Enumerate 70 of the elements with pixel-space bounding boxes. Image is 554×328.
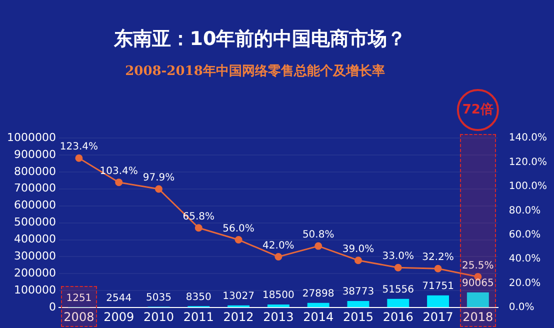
y-tick-label: 300000	[14, 250, 56, 263]
bar	[267, 304, 290, 308]
x-tick-label: 2018	[462, 310, 494, 324]
y2-tick-label: 20.0%	[508, 278, 541, 289]
x-tick-label: 2016	[382, 310, 414, 324]
point	[274, 252, 282, 260]
data-label: 25.5%	[462, 260, 494, 272]
bar	[347, 301, 370, 308]
data-label: 27898	[302, 288, 334, 300]
data-label: 71751	[422, 281, 454, 292]
y-tick-label: 0	[48, 300, 56, 314]
x-tick-label: 2008	[64, 310, 94, 324]
y-tick-label: 800000	[14, 164, 56, 178]
data-label: 50.8%	[302, 230, 334, 241]
y-tick-label: 1000000	[6, 130, 56, 144]
y2-tick-label: 0.0%	[508, 302, 534, 314]
bar	[387, 298, 410, 308]
data-label: 38773	[342, 286, 374, 298]
text: 72倍	[462, 101, 494, 118]
y-tick-label: 200000	[14, 266, 56, 280]
y2-tick-label: 140.0%	[508, 132, 548, 144]
data-label: 18500	[262, 290, 294, 302]
data-label: 39.0%	[342, 244, 374, 255]
point	[354, 256, 362, 264]
y-tick-label: 500000	[14, 216, 56, 229]
data-label: 5035	[146, 292, 172, 304]
point	[194, 224, 202, 232]
point	[314, 242, 322, 250]
data-label: 97.9%	[142, 172, 175, 184]
point	[154, 185, 162, 193]
x-tick-label: 2014	[303, 310, 334, 324]
data-label: 8350	[186, 292, 212, 303]
point	[434, 264, 442, 272]
x-tick-label: 2009	[104, 310, 134, 324]
y2-tick-label: 80.0%	[508, 205, 541, 216]
data-label: 123.4%	[60, 142, 98, 153]
x-tick-label: 2015	[342, 310, 374, 324]
point	[115, 178, 123, 186]
y-tick-label: 900000	[14, 148, 56, 161]
data-label: 42.0%	[262, 240, 294, 252]
data-label: 2544	[106, 292, 132, 304]
chart-subtitle: 2008-2018年中国网络零售总能个及增长率	[124, 62, 386, 80]
y-tick-label: 700000	[14, 182, 56, 195]
data-label: 33.0%	[382, 251, 414, 262]
chart-title: 东南亚：10年前的中国电商市场？	[112, 27, 408, 52]
y2-tick-label: 100.0%	[508, 181, 548, 192]
bar	[307, 302, 330, 308]
y-tick-label: 100000	[14, 284, 56, 296]
x-tick-label: 2017	[422, 310, 454, 324]
point	[75, 154, 83, 162]
x-tick-label: 2011	[183, 310, 214, 324]
data-label: 13027	[222, 290, 254, 302]
data-label: 32.2%	[422, 252, 454, 264]
data-label: 51556	[382, 284, 414, 296]
data-label: 56.0%	[222, 223, 254, 234]
bar	[466, 292, 489, 308]
y2-tick-label: 120.0%	[508, 156, 548, 168]
x-tick-label: 2013	[263, 310, 294, 324]
x-tick-label: 2012	[223, 310, 254, 324]
data-label: 103.4%	[100, 166, 138, 177]
x-tick-label: 2010	[143, 310, 174, 324]
data-label: 1251	[66, 292, 92, 304]
data-label: 90065	[462, 278, 494, 289]
y-tick-label: 400000	[14, 232, 56, 246]
point	[234, 236, 242, 244]
y2-tick-label: 40.0%	[508, 254, 541, 265]
bar	[427, 295, 449, 308]
y2-tick-label: 60.0%	[508, 230, 541, 241]
point	[394, 264, 402, 272]
y-tick-label: 600000	[14, 198, 56, 212]
